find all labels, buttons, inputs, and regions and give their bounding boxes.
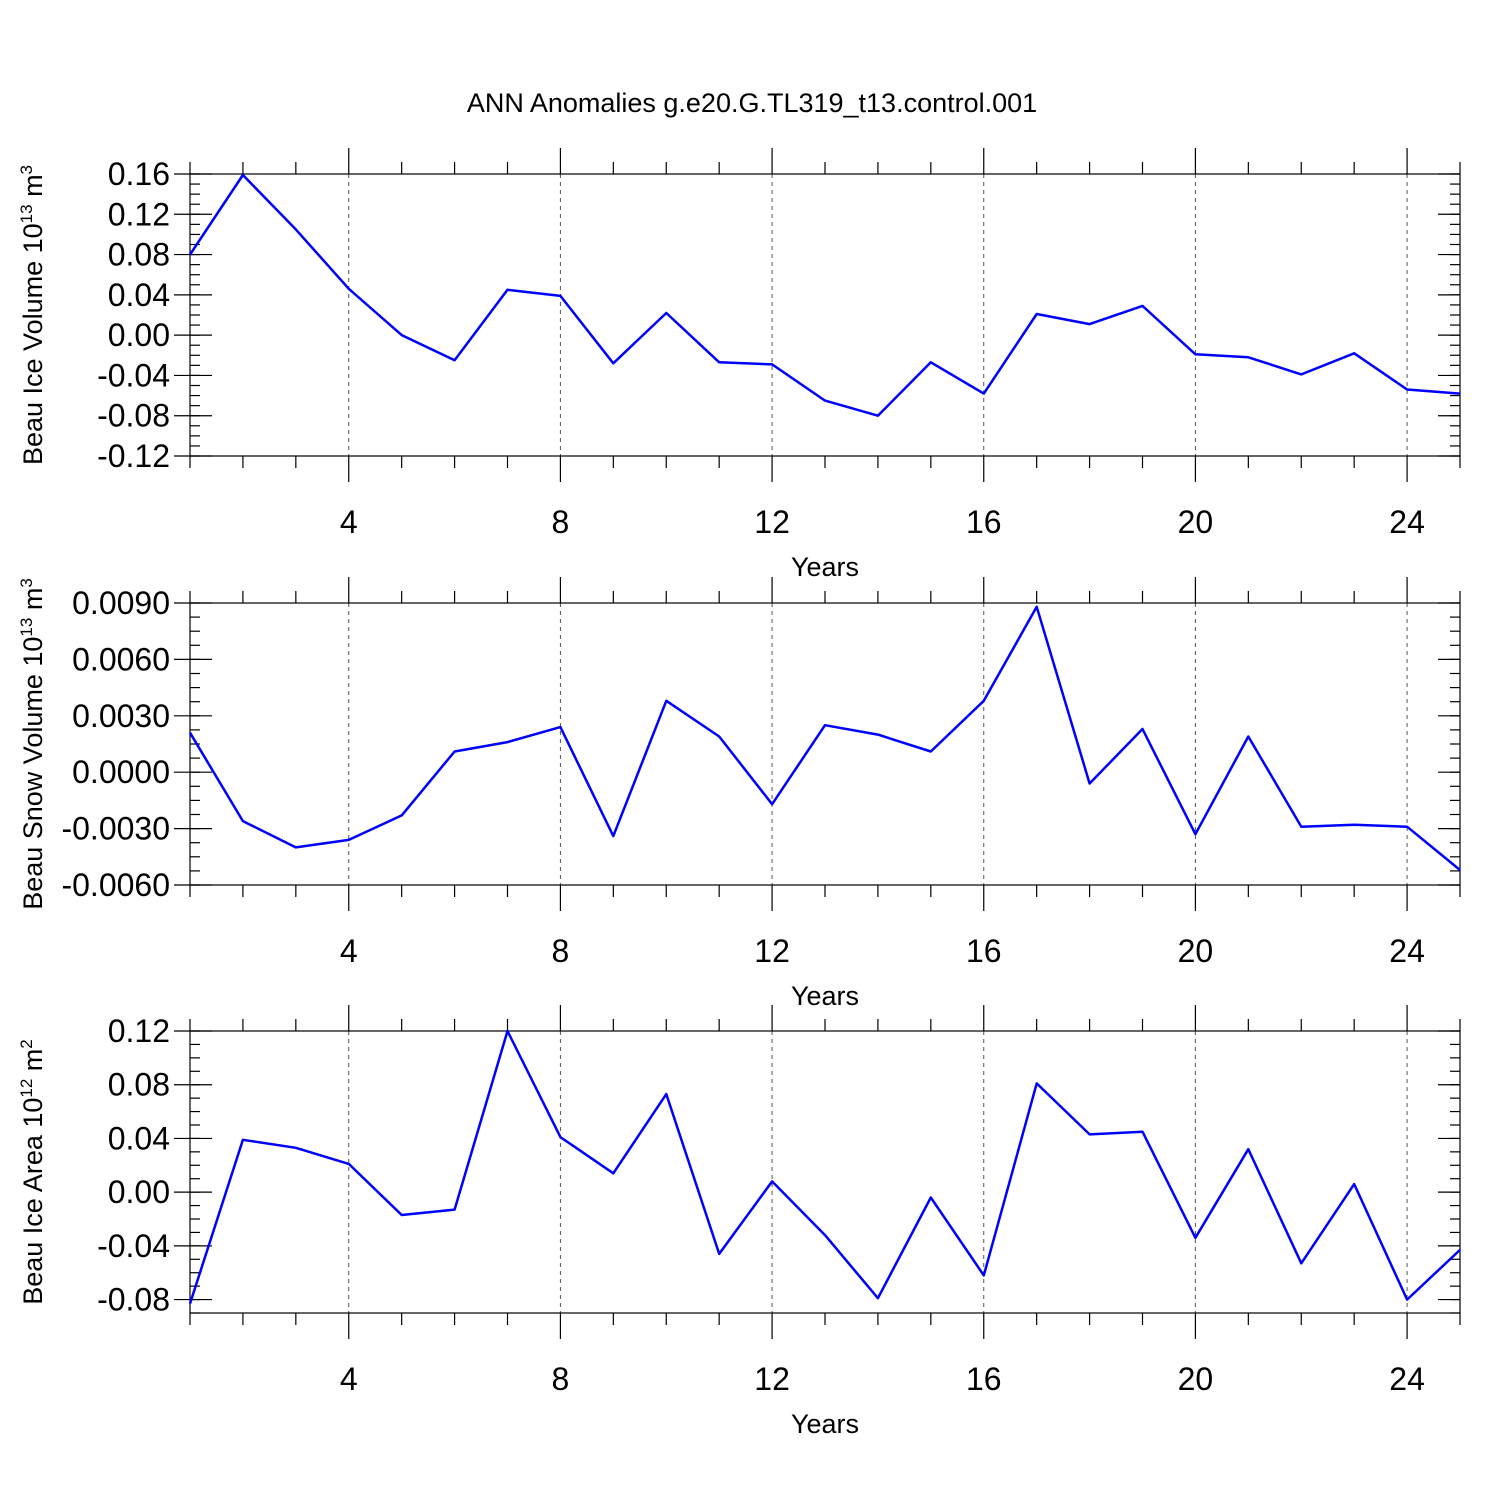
y-tick-label: -0.0030 (61, 811, 170, 847)
x-tick-label: 4 (340, 1361, 358, 1397)
y-tick-label: 0.00 (108, 317, 170, 353)
plot-frame (189, 1030, 1461, 1314)
x-axis-label: Years (791, 981, 859, 1011)
x-axis-label: Years (791, 552, 859, 582)
y-tick-label: -0.08 (97, 1282, 170, 1318)
series-line (188, 605, 1461, 871)
y-tick-label: 0.0090 (72, 585, 170, 621)
panel-1: -0.12 -0.08 -0.04 0.00 0.04 0.08 0.12 0.16 4 8 12 1… (17, 148, 1461, 582)
y-tick-label: 0.16 (108, 156, 170, 192)
y-axis-label: Beau Ice Volume 1013 m3 (17, 165, 48, 465)
y-tick-label: 0.0030 (72, 698, 170, 734)
x-tick-label: 16 (966, 1361, 1002, 1397)
panel-3: -0.08 -0.04 0.00 0.04 0.08 0.12 4 8 12 16 20 24 Year… (17, 1005, 1461, 1439)
chart-title: ANN Anomalies g.e20.G.TL319_t13.control.… (467, 88, 1037, 118)
x-tick-label: 24 (1389, 504, 1425, 540)
y-tick-label: -0.04 (97, 1228, 170, 1264)
plot-frame (189, 602, 1461, 886)
y-tick-label: 0.04 (108, 277, 170, 313)
panel-2: -0.0060 -0.0030 0.0000 0.0030 0.0060 0.0090 4 8… (17, 577, 1461, 1011)
y-axis-label: Beau Ice Area 1012 m2 (17, 1039, 48, 1305)
x-tick-label: 4 (340, 504, 358, 540)
x-tick-label: 20 (1178, 504, 1214, 540)
x-tick-label: 20 (1178, 1361, 1214, 1397)
y-tick-label: 0.04 (108, 1120, 170, 1156)
y-tick-label: 0.12 (108, 196, 170, 232)
x-tick-label: 24 (1389, 933, 1425, 969)
x-tick-label: 4 (340, 933, 358, 969)
y-tick-label: 0.00 (108, 1174, 170, 1210)
x-tick-label: 8 (552, 1361, 570, 1397)
y-tick-label: 0.0060 (72, 641, 170, 677)
x-tick-label: 16 (966, 933, 1002, 969)
x-tick-label: 12 (754, 933, 790, 969)
y-tick-label: -0.12 (97, 438, 170, 474)
y-axis-label: Beau Snow Volume 1013 m3 (17, 578, 48, 910)
x-tick-label: 24 (1389, 1361, 1425, 1397)
x-axis-label: Years (791, 1409, 859, 1439)
y-tick-label: 0.12 (108, 1013, 170, 1049)
y-tick-label: 0.08 (108, 237, 170, 273)
x-tick-label: 8 (552, 504, 570, 540)
y-tick-label: -0.04 (97, 357, 170, 393)
x-tick-label: 12 (754, 504, 790, 540)
y-tick-label: 0.08 (108, 1067, 170, 1103)
x-tick-label: 16 (966, 504, 1002, 540)
plot-frame (189, 173, 1461, 457)
y-tick-label: 0.0000 (72, 754, 170, 790)
x-tick-label: 8 (552, 933, 570, 969)
x-tick-label: 20 (1178, 933, 1214, 969)
y-tick-label: -0.08 (97, 398, 170, 434)
y-tick-label: -0.0060 (61, 867, 170, 903)
panels: -0.12 -0.08 -0.04 0.00 0.04 0.08 0.12 0.16 4 8 12 1… (17, 148, 1461, 1439)
series-line (188, 1029, 1461, 1304)
series-line (188, 173, 1461, 417)
x-tick-label: 12 (754, 1361, 790, 1397)
